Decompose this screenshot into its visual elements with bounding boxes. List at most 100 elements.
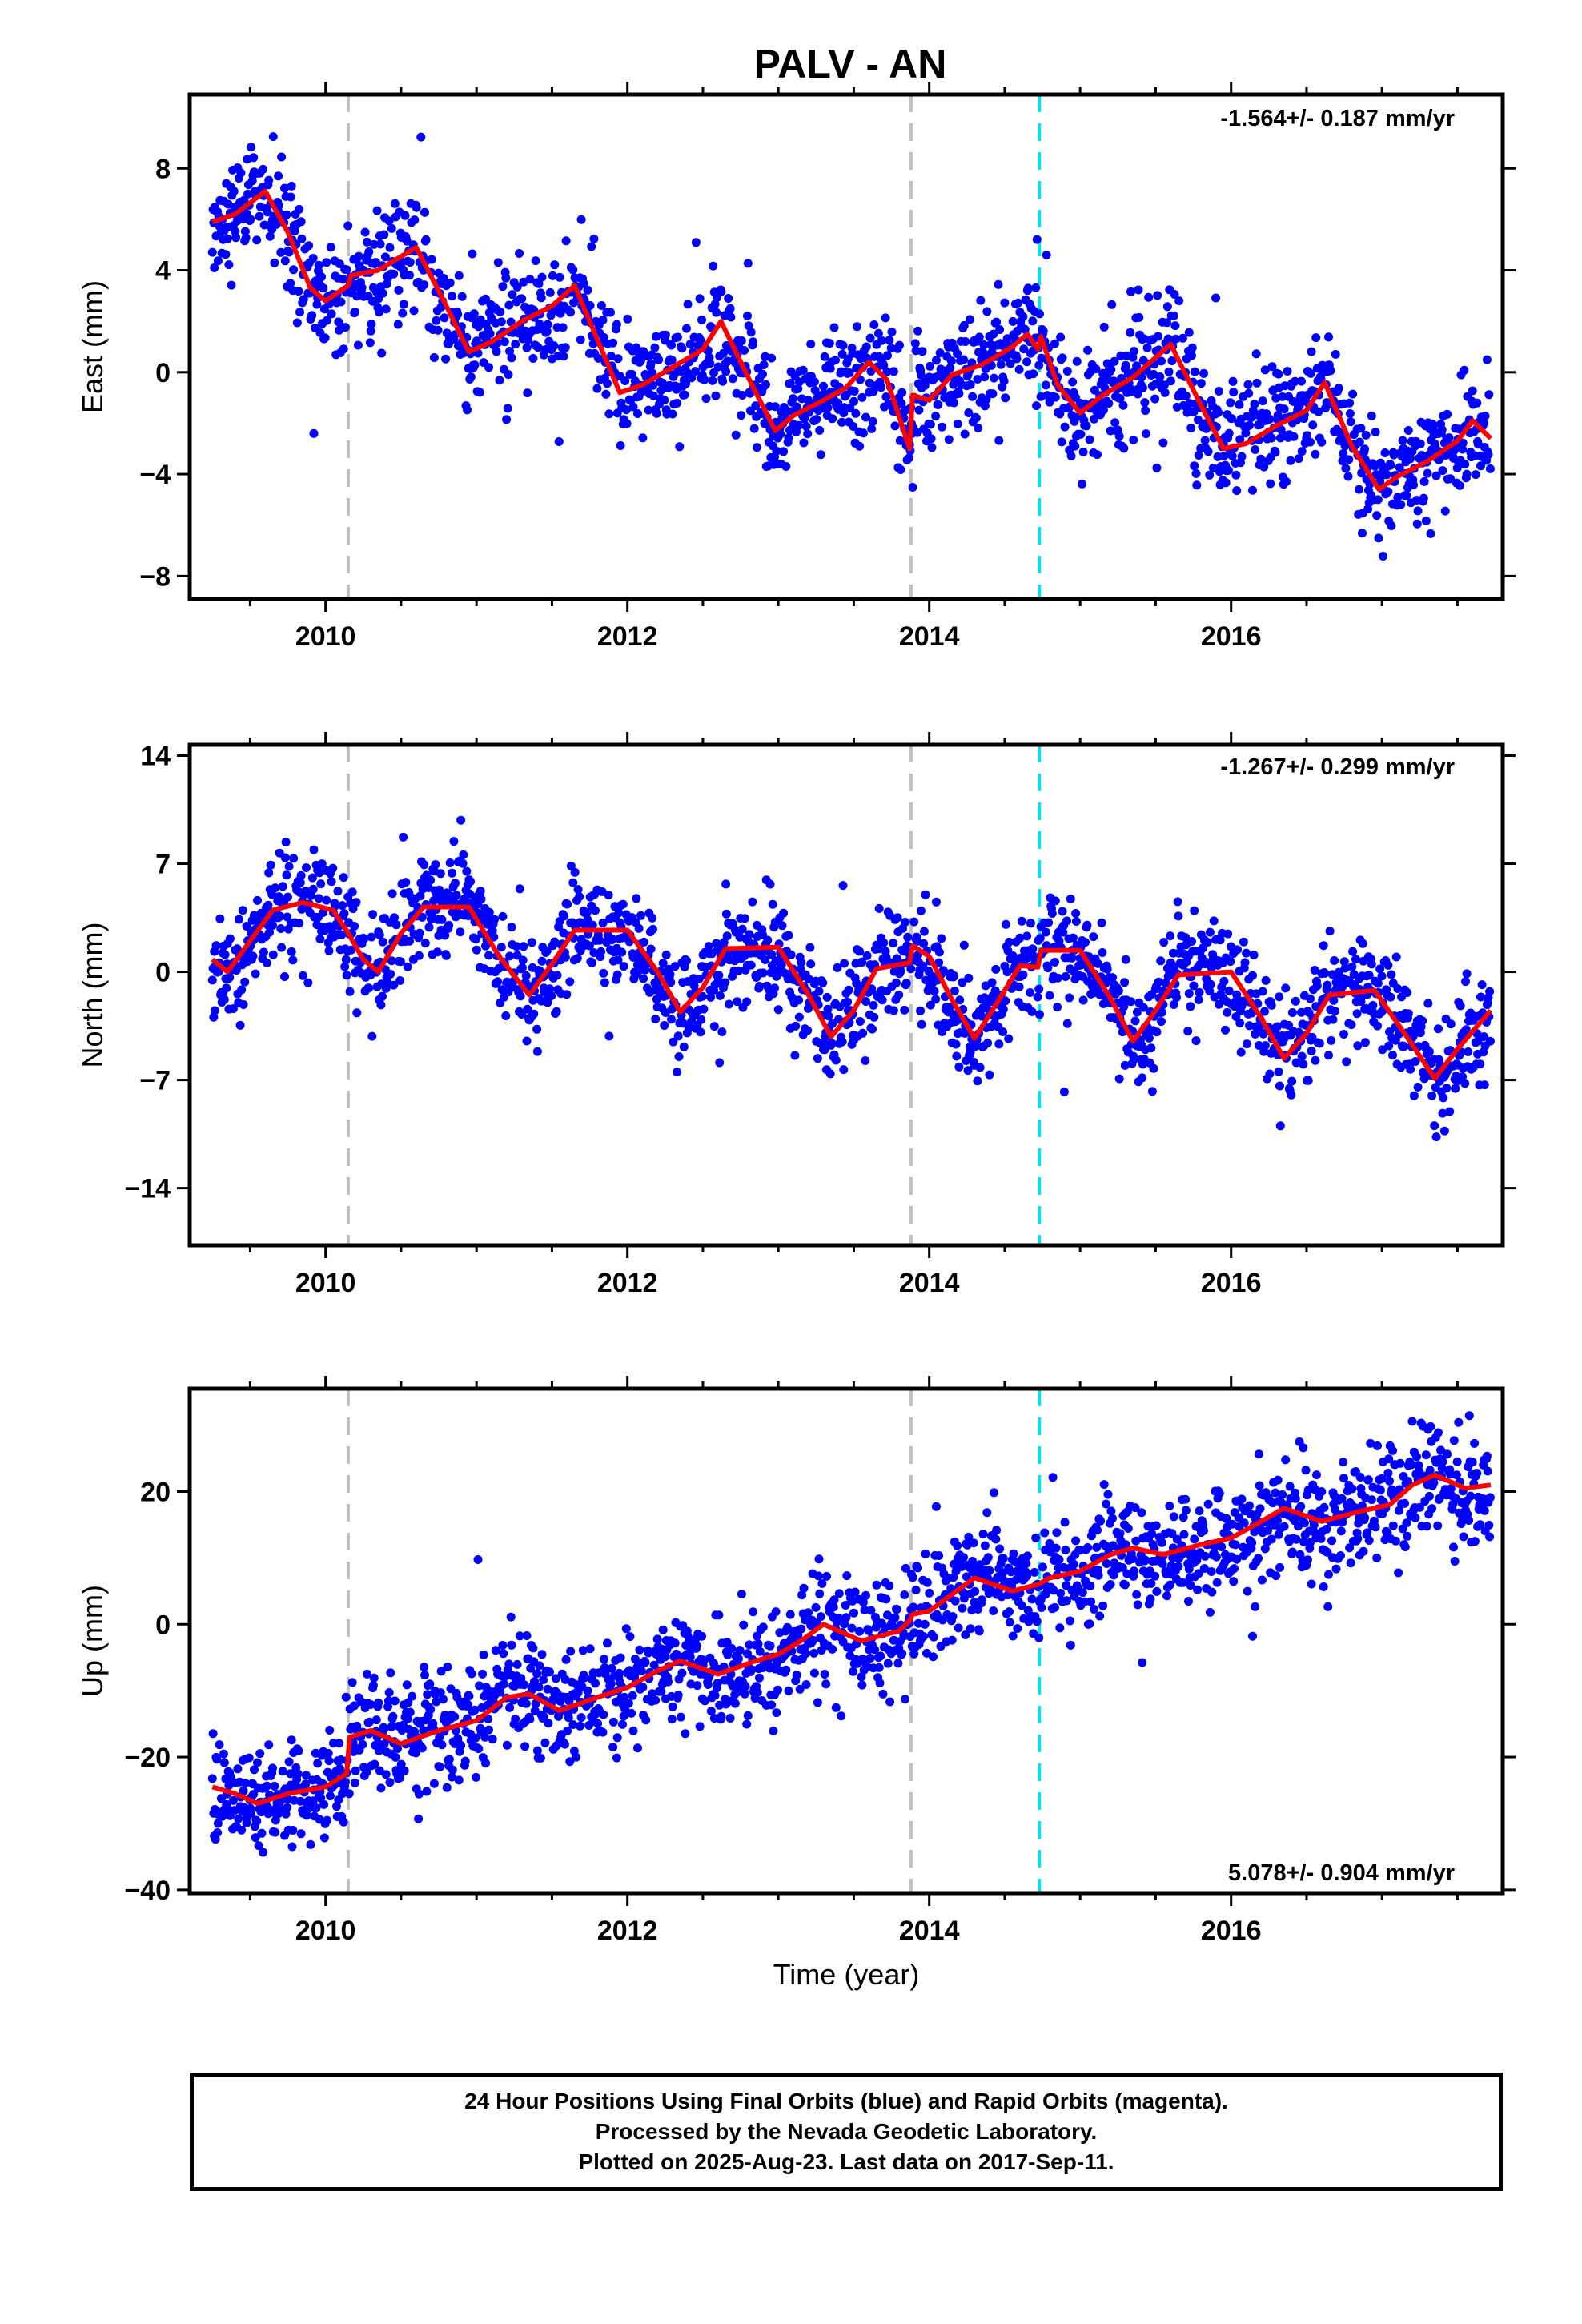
north-data-point xyxy=(420,860,429,870)
east-data-point xyxy=(869,320,879,329)
up-data-point xyxy=(1106,1506,1116,1516)
up-data-point xyxy=(442,1783,452,1792)
north-data-point xyxy=(359,935,368,944)
up-data-point xyxy=(612,1733,622,1743)
north-data-point xyxy=(284,862,294,871)
up-data-point xyxy=(1056,1589,1066,1598)
east-data-point xyxy=(549,341,559,351)
east-data-point xyxy=(961,337,970,346)
east-data-point xyxy=(525,275,535,284)
east-data-point xyxy=(1244,388,1254,398)
up-data-point xyxy=(769,1727,778,1735)
up-data-point xyxy=(820,1670,829,1679)
north-data-point xyxy=(748,897,757,907)
east-data-point xyxy=(592,384,602,393)
north-data-point xyxy=(934,947,944,957)
east-data-point xyxy=(265,231,275,241)
east-data-point xyxy=(1317,437,1327,447)
east-data-point xyxy=(259,164,268,174)
north-data-point xyxy=(1120,978,1130,987)
up-data-point xyxy=(1027,1594,1037,1604)
east-data-point xyxy=(1446,474,1455,484)
east-data-point xyxy=(593,353,603,363)
east-data-point xyxy=(276,247,286,257)
east-x-tick-label: 2010 xyxy=(295,621,356,652)
north-data-point xyxy=(1325,927,1335,936)
up-data-point xyxy=(387,1722,396,1731)
north-data-point xyxy=(1224,986,1234,995)
east-data-point xyxy=(322,258,331,267)
east-data-point xyxy=(837,417,846,427)
east-data-point xyxy=(1260,365,1270,375)
up-data-point xyxy=(785,1610,795,1619)
up-data-point xyxy=(429,1779,439,1788)
east-data-point xyxy=(379,230,389,239)
up-data-point xyxy=(693,1681,702,1691)
east-data-point xyxy=(946,363,955,372)
east-data-point xyxy=(429,353,439,362)
north-data-point xyxy=(386,969,396,979)
east-data-point xyxy=(1187,343,1197,352)
north-data-point xyxy=(1041,927,1050,937)
east-data-point xyxy=(1078,479,1086,489)
north-data-point xyxy=(955,995,965,1005)
east-data-point xyxy=(675,442,685,452)
north-data-point xyxy=(1154,977,1163,987)
north-data-point xyxy=(919,927,929,936)
north-data-point xyxy=(831,1055,841,1065)
north-data-point xyxy=(1320,968,1330,978)
up-data-point xyxy=(522,1631,532,1640)
east-data-point xyxy=(1415,439,1425,448)
east-data-point xyxy=(794,420,804,430)
north-data-point xyxy=(456,815,466,825)
up-data-point xyxy=(244,1753,254,1763)
north-data-point xyxy=(1042,941,1051,951)
up-data-point xyxy=(649,1660,659,1670)
up-data-point xyxy=(1092,1542,1102,1552)
east-data-point xyxy=(470,360,480,370)
north-data-point xyxy=(338,901,347,911)
north-data-point xyxy=(958,978,967,987)
north-data-point xyxy=(869,1012,879,1022)
up-data-point xyxy=(672,1649,681,1659)
up-data-point xyxy=(1132,1590,1142,1599)
north-data-point xyxy=(1330,1007,1339,1015)
north-data-point xyxy=(588,920,597,930)
north-data-point xyxy=(448,868,456,878)
up-data-point xyxy=(287,1842,297,1852)
east-data-point xyxy=(944,435,954,444)
east-data-point xyxy=(627,369,636,379)
up-data-point xyxy=(419,1726,428,1735)
east-data-point xyxy=(1158,438,1168,448)
up-data-point xyxy=(758,1622,768,1632)
north-data-point xyxy=(1114,986,1123,995)
east-data-point xyxy=(227,280,236,290)
north-data-point xyxy=(532,1024,542,1034)
east-data-point xyxy=(1006,359,1015,368)
east-data-point xyxy=(935,348,945,358)
east-data-point xyxy=(247,143,256,152)
north-data-point xyxy=(547,991,556,1000)
up-data-point xyxy=(1049,1586,1058,1595)
north-data-point xyxy=(1377,971,1387,981)
north-data-point xyxy=(823,1004,833,1014)
up-data-point xyxy=(526,1663,536,1673)
north-data-point xyxy=(1121,955,1130,964)
east-data-point xyxy=(1038,326,1048,336)
up-data-point xyxy=(883,1659,893,1668)
north-data-point xyxy=(295,878,305,887)
north-data-point xyxy=(903,932,913,942)
north-data-point xyxy=(302,863,311,872)
east-data-point xyxy=(1311,449,1320,459)
east-data-point xyxy=(1256,454,1266,464)
north-data-point xyxy=(1267,1000,1276,1010)
east-data-point xyxy=(405,258,415,267)
east-data-point xyxy=(543,320,552,329)
north-data-point xyxy=(1173,897,1182,907)
up-data-point xyxy=(566,1647,576,1656)
east-data-point xyxy=(1191,468,1201,478)
north-data-point xyxy=(403,962,412,971)
east-data-point xyxy=(950,398,959,408)
east-data-point xyxy=(721,367,731,376)
north-data-point xyxy=(790,1051,800,1060)
